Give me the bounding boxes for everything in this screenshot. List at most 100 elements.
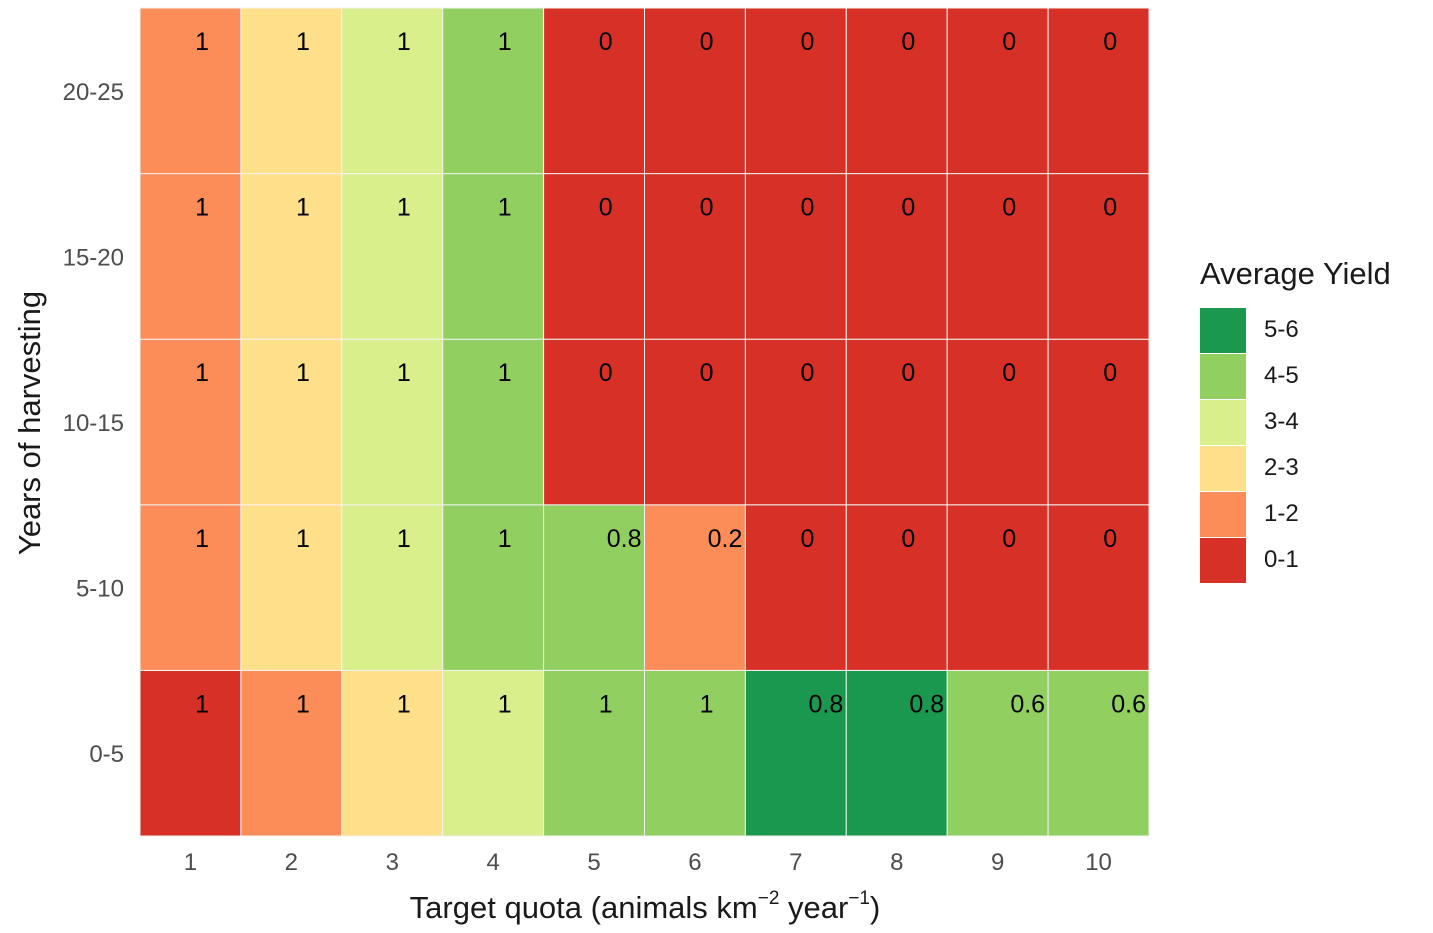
cell-value-label: 0 xyxy=(1103,194,1117,222)
x-axis-title-suffix: ) xyxy=(869,890,881,925)
legend-item: 0-1 xyxy=(1200,537,1430,583)
cell-value-label: 0 xyxy=(599,359,613,387)
cell-value-label: 0.8 xyxy=(607,525,642,553)
legend-item: 5-6 xyxy=(1200,307,1430,353)
heatmap-cell xyxy=(341,504,444,671)
cell-value-label: 0 xyxy=(599,194,613,222)
heatmap-cell xyxy=(845,7,948,175)
legend-title: Average Yield xyxy=(1200,256,1391,291)
legend-swatch xyxy=(1200,445,1246,491)
y-tick-label: 15-20 xyxy=(63,244,124,271)
heatmap-cell xyxy=(1047,7,1150,175)
cell-value-label: 0.6 xyxy=(1010,690,1045,718)
x-tick-label: 2 xyxy=(285,849,298,876)
heatmap-cell xyxy=(946,504,1049,671)
cell-value-label: 0 xyxy=(1103,28,1117,56)
heatmap-cell xyxy=(240,669,343,837)
legend-item: 3-4 xyxy=(1200,399,1430,445)
x-axis-title: Target quota (animals km−2 year−1) xyxy=(409,888,881,926)
heatmap-cell xyxy=(644,504,746,671)
cell-value-label: 0 xyxy=(1103,359,1117,387)
x-axis-title-exponent-2: −1 xyxy=(848,888,870,909)
x-axis-title-middle: year xyxy=(779,890,849,925)
heatmap-cell xyxy=(240,7,343,175)
cell-value-label: 0 xyxy=(801,28,815,56)
cell-value-label: 1 xyxy=(296,28,310,56)
cell-value-label: 0 xyxy=(1002,359,1016,387)
heatmap-cell xyxy=(341,173,444,340)
heatmap-cell xyxy=(946,7,1049,175)
cell-value-label: 0 xyxy=(700,28,714,56)
heatmap-cell xyxy=(644,7,746,175)
legend-item: 1-2 xyxy=(1200,491,1430,537)
y-axis-title: Years of harvesting xyxy=(12,290,47,556)
heatmap-cell xyxy=(644,338,746,506)
heatmap-cell xyxy=(1047,338,1150,506)
cell-value-label: 1 xyxy=(397,525,411,553)
heatmap-cell xyxy=(1047,504,1150,671)
cell-value-label: 1 xyxy=(498,194,512,222)
x-tick-label: 8 xyxy=(890,849,903,876)
heatmap-cell xyxy=(644,173,746,340)
heatmap-cell xyxy=(543,7,645,175)
legend-swatch xyxy=(1200,307,1246,353)
cell-value-label: 1 xyxy=(397,359,411,387)
heatmap-cell xyxy=(240,338,343,506)
cell-value-label: 1 xyxy=(195,525,209,553)
cell-value-label: 0 xyxy=(901,525,915,553)
cell-value-label: 1 xyxy=(296,690,310,718)
cell-value-label: 1 xyxy=(195,194,209,222)
cell-value-label: 0 xyxy=(801,194,815,222)
heatmap-cell xyxy=(139,7,242,175)
cell-value-label: 0 xyxy=(700,359,714,387)
x-tick-label: 7 xyxy=(789,849,802,876)
x-tick-label: 6 xyxy=(688,849,701,876)
heatmap-cell xyxy=(543,173,645,340)
heatmap-cell xyxy=(845,504,948,671)
heatmap-cell xyxy=(139,504,242,671)
cell-value-label: 1 xyxy=(498,28,512,56)
legend-swatch xyxy=(1200,399,1246,445)
heatmap-cell xyxy=(341,338,444,506)
heatmap-cell xyxy=(543,338,645,506)
heatmap-cell xyxy=(543,669,645,837)
x-tick-label: 4 xyxy=(486,849,499,876)
cell-value-label: 0.8 xyxy=(809,690,844,718)
cell-value-label: 0 xyxy=(1002,525,1016,553)
y-tick-label: 5-10 xyxy=(76,576,124,603)
heatmap-cell xyxy=(644,669,746,837)
x-axis-title-prefix: Target quota (animals km xyxy=(409,890,758,925)
heatmap-cell xyxy=(744,173,847,340)
legend-label: 2-3 xyxy=(1264,454,1299,481)
cell-value-label: 0.8 xyxy=(909,690,944,718)
legend-item: 2-3 xyxy=(1200,445,1430,491)
cell-value-label: 0 xyxy=(901,194,915,222)
cell-value-label: 0 xyxy=(901,359,915,387)
cell-value-label: 1 xyxy=(195,28,209,56)
heatmap-cell xyxy=(240,504,343,671)
legend-swatch xyxy=(1200,353,1246,399)
cell-value-label: 0 xyxy=(1002,194,1016,222)
cell-value-label: 1 xyxy=(296,525,310,553)
heatmap-cell xyxy=(442,669,545,837)
cell-value-label: 1 xyxy=(498,690,512,718)
heatmap-cell xyxy=(442,173,545,340)
cell-value-label: 0 xyxy=(901,28,915,56)
heatmap-cell xyxy=(442,7,545,175)
cell-value-label: 1 xyxy=(195,359,209,387)
cell-value-label: 0 xyxy=(700,194,714,222)
x-tick-label: 1 xyxy=(184,849,197,876)
x-tick-label: 9 xyxy=(991,849,1004,876)
heatmap-cell xyxy=(946,338,1049,506)
legend-label: 3-4 xyxy=(1264,408,1299,435)
cell-value-label: 0.6 xyxy=(1111,690,1146,718)
cell-value-label: 0 xyxy=(801,359,815,387)
heatmap-cell xyxy=(744,338,847,506)
legend-swatch xyxy=(1200,537,1246,583)
heatmap-cell xyxy=(341,7,444,175)
x-tick-label: 3 xyxy=(386,849,399,876)
heatmap-cell xyxy=(744,669,847,837)
cell-value-label: 1 xyxy=(700,690,714,718)
cell-value-label: 1 xyxy=(498,525,512,553)
